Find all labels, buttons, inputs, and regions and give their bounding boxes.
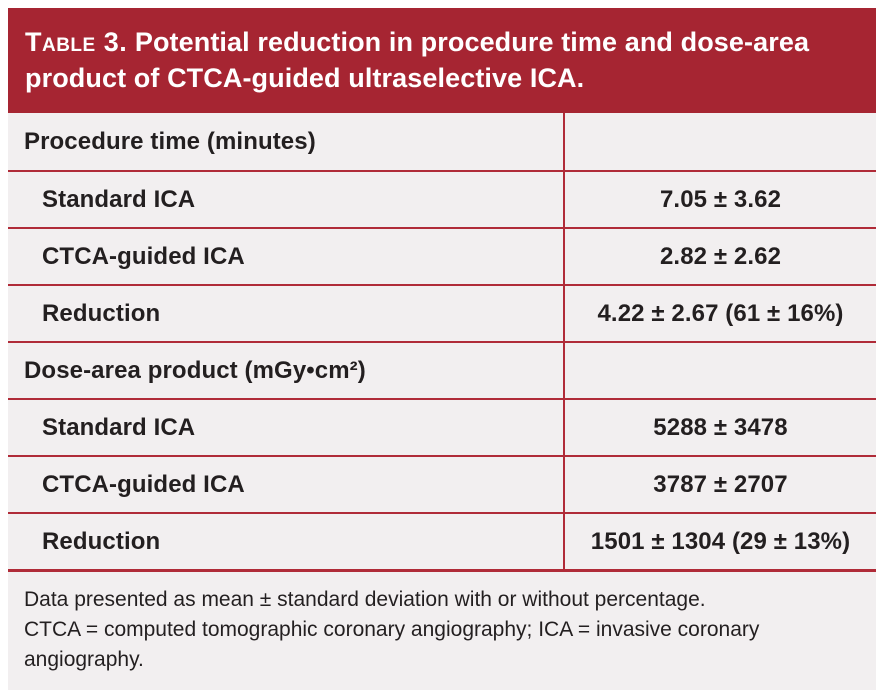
table-row-ctca-guided-ica-time: CTCA-guided ICA 2.82 ± 2.62 [8, 227, 876, 284]
row-label: Dose-area product (mGy•cm²) [24, 356, 366, 384]
table-row-reduction-time: Reduction 4.22 ± 2.67 (61 ± 16%) [8, 284, 876, 341]
row-value: 4.22 ± 2.67 (61 ± 16%) [563, 286, 876, 341]
row-value: 3787 ± 2707 [563, 457, 876, 512]
table-row-reduction-dose: Reduction 1501 ± 1304 (29 ± 13%) [8, 512, 876, 569]
table-footnote: Data presented as mean ± standard deviat… [8, 569, 876, 690]
row-label: CTCA-guided ICA [42, 470, 245, 498]
row-value: 7.05 ± 3.62 [563, 172, 876, 227]
row-value: 1501 ± 1304 (29 ± 13%) [563, 514, 876, 569]
table-row-standard-ica-dose: Standard ICA 5288 ± 3478 [8, 398, 876, 455]
table-title: Potential reduction in procedure time an… [25, 27, 810, 93]
footnote-line-data: Data presented as mean ± standard deviat… [24, 588, 706, 611]
table-row-dose-area-product: Dose-area product (mGy•cm²) [8, 341, 876, 398]
row-value: 2.82 ± 2.62 [563, 229, 876, 284]
table-row-standard-ica-time: Standard ICA 7.05 ± 3.62 [8, 170, 876, 227]
table-number-label: Table 3. [25, 27, 128, 57]
table-row-ctca-guided-ica-dose: CTCA-guided ICA 3787 ± 2707 [8, 455, 876, 512]
row-value: 5288 ± 3478 [563, 400, 876, 455]
row-label: CTCA-guided ICA [42, 242, 245, 270]
row-label: Procedure time (minutes) [24, 127, 316, 155]
row-label: Reduction [42, 299, 161, 327]
table-body: Procedure time (minutes) Standard ICA 7.… [8, 113, 876, 569]
table-title-bar: Table 3. Potential reduction in procedur… [8, 8, 876, 113]
row-value [563, 343, 876, 398]
row-label: Reduction [42, 527, 161, 555]
row-label: Standard ICA [42, 413, 196, 441]
footnote-line-abbreviations: CTCA = computed tomographic coronary ang… [24, 617, 760, 671]
row-value [563, 113, 876, 170]
row-label: Standard ICA [42, 185, 196, 213]
table-row-procedure-time: Procedure time (minutes) [8, 113, 876, 170]
